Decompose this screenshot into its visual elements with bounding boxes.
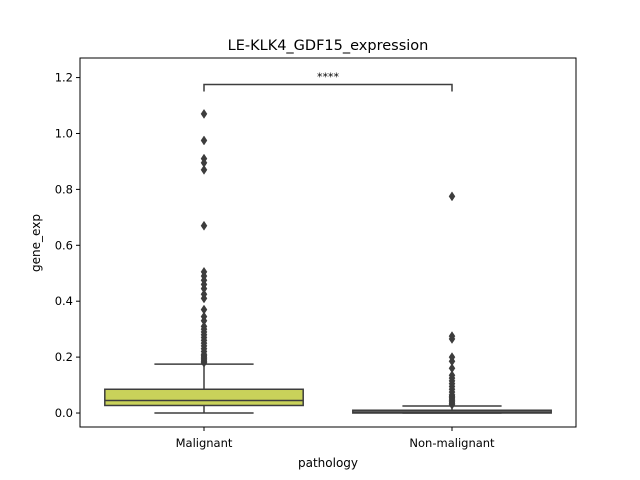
x-tick-label: Malignant — [176, 436, 233, 450]
y-tick-label: 0.4 — [55, 294, 73, 308]
outlier-point — [200, 135, 208, 146]
y-tick-label: 0.0 — [55, 406, 73, 420]
significance-label: **** — [317, 71, 340, 84]
chart-title: LE-KLK4_GDF15_expression — [228, 38, 429, 54]
outlier-point — [200, 293, 208, 304]
y-axis-label: gene_exp — [29, 214, 43, 272]
y-tick-label: 0.2 — [55, 350, 73, 364]
outlier-point — [448, 399, 456, 410]
y-tick-label: 0.8 — [55, 182, 73, 196]
outlier-point — [200, 220, 208, 231]
y-tick-label: 0.6 — [55, 238, 73, 252]
significance-bracket — [203, 83, 453, 92]
outlier-point — [200, 357, 208, 368]
y-tick-label: 1.0 — [55, 126, 73, 140]
box-iqr — [104, 388, 304, 407]
outlier-point — [448, 191, 456, 202]
x-axis-label: pathology — [298, 456, 358, 470]
outlier-point — [200, 164, 208, 175]
plot-frame — [79, 57, 577, 428]
outlier-point — [448, 333, 456, 344]
y-tick-label: 1.2 — [55, 71, 73, 85]
plot-area: **** 0.0 0.2 0.4 0.6 0.8 1.0 1.2 Malignant Non-ma… — [55, 57, 577, 450]
outlier-point — [200, 108, 208, 119]
x-tick-label: Non-malignant — [409, 436, 495, 450]
